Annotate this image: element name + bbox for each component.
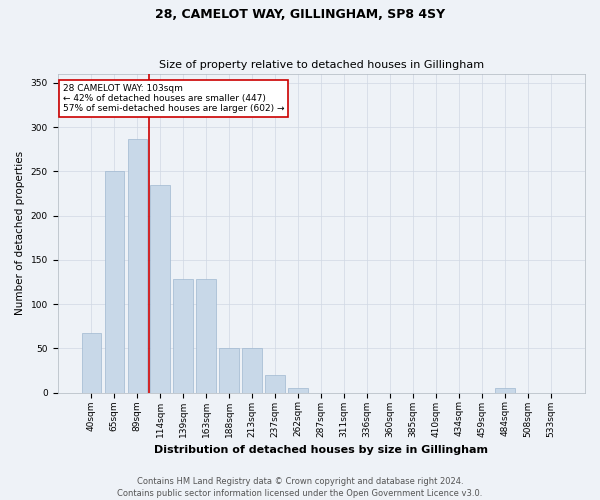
Title: Size of property relative to detached houses in Gillingham: Size of property relative to detached ho… [159, 60, 484, 70]
Bar [151, 184, 170, 392]
Bar [173, 280, 193, 392]
X-axis label: Distribution of detached houses by size in Gillingham: Distribution of detached houses by size … [154, 445, 488, 455]
Bar [265, 375, 285, 392]
Text: 28, CAMELOT WAY, GILLINGHAM, SP8 4SY: 28, CAMELOT WAY, GILLINGHAM, SP8 4SY [155, 8, 445, 20]
Bar [289, 388, 308, 392]
Text: Contains HM Land Registry data © Crown copyright and database right 2024.
Contai: Contains HM Land Registry data © Crown c… [118, 476, 482, 498]
Bar [82, 334, 101, 392]
Y-axis label: Number of detached properties: Number of detached properties [15, 152, 25, 316]
Bar [196, 280, 216, 392]
Text: 28 CAMELOT WAY: 103sqm
← 42% of detached houses are smaller (447)
57% of semi-de: 28 CAMELOT WAY: 103sqm ← 42% of detached… [63, 84, 284, 114]
Bar [220, 348, 239, 393]
Bar [242, 348, 262, 393]
Bar [496, 388, 515, 392]
Bar [128, 138, 147, 392]
Bar [104, 172, 124, 392]
